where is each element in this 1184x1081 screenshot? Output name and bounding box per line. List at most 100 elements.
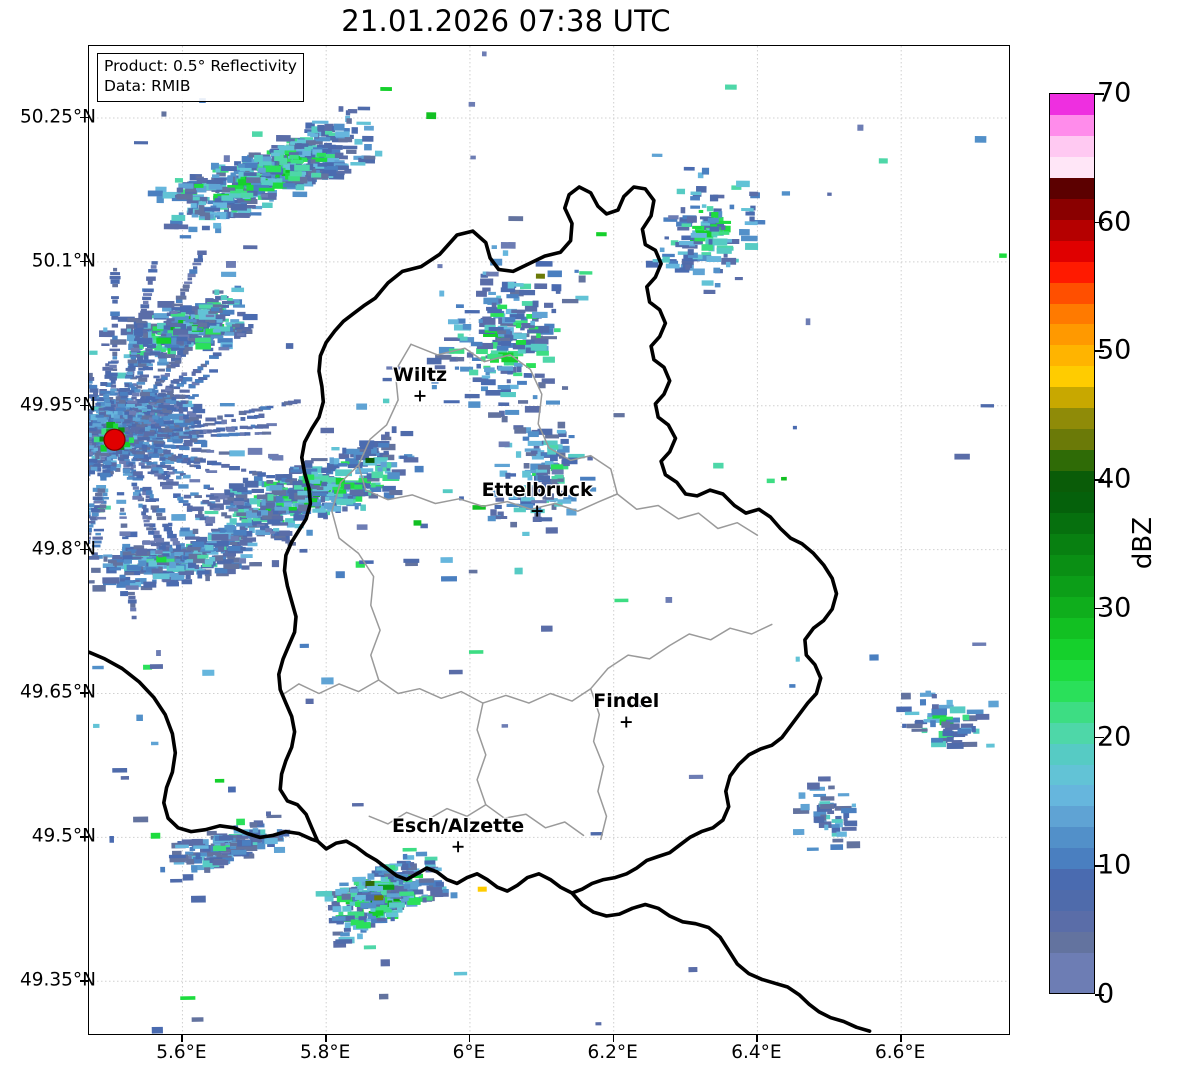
radar-map-plot[interactable]: Wiltz Ettelbruck Findel Esch/Alzette Produc… xyxy=(88,45,1010,1035)
y-tick-mark xyxy=(80,404,88,407)
city-marker xyxy=(620,716,632,728)
colorbar-band xyxy=(1050,680,1094,702)
city-label-wiltz: Wiltz xyxy=(393,364,447,386)
x-tick-label: 6°E xyxy=(452,1042,486,1063)
x-tick-mark xyxy=(325,1034,327,1042)
y-tick-mark xyxy=(80,836,88,838)
colorbar-band xyxy=(1050,575,1094,597)
x-tick-mark xyxy=(181,1034,183,1042)
y-tick-label: 49.65°N xyxy=(19,681,96,703)
colorbar-band xyxy=(1050,617,1094,639)
colorbar-band xyxy=(1050,932,1094,954)
y-tick-label: 50.1°N xyxy=(31,250,96,272)
city-label-ettelbruck: Ettelbruck xyxy=(482,479,593,501)
y-tick-mark xyxy=(80,980,88,982)
colorbar-band xyxy=(1050,198,1094,220)
radar-echo-layer xyxy=(89,51,1007,1034)
colorbar-tick-mark xyxy=(1095,865,1104,867)
colorbar-tick-mark xyxy=(1095,221,1104,224)
product-label: Product: 0.5° Reflectivity xyxy=(104,57,297,75)
internal-border xyxy=(482,623,773,704)
colorbar-band xyxy=(1050,743,1094,765)
colorbar-band xyxy=(1050,429,1094,451)
y-tick-mark xyxy=(80,548,88,551)
colorbar-band xyxy=(1050,324,1094,346)
y-tick-label: 49.35°N xyxy=(19,969,96,991)
city-layer: Wiltz Ettelbruck Findel Esch/Alzette xyxy=(391,363,661,853)
colorbar-band xyxy=(1050,701,1094,723)
city-label-findel: Findel xyxy=(593,690,659,712)
y-tick-label: 49.95°N xyxy=(19,394,96,416)
colorbar-band xyxy=(1050,827,1094,849)
colorbar-band xyxy=(1050,911,1094,933)
x-tick-label: 6.4°E xyxy=(731,1042,782,1063)
city-marker xyxy=(531,505,543,517)
colorbar-band xyxy=(1050,261,1094,283)
colorbar-band xyxy=(1050,513,1094,535)
x-tick-label: 6.2°E xyxy=(587,1042,638,1063)
y-tick-label: 49.8°N xyxy=(31,538,96,560)
colorbar-tick-mark xyxy=(1095,479,1104,481)
radar-site-marker xyxy=(103,428,126,451)
y-tick-label: 49.5°N xyxy=(31,825,96,847)
x-tick-mark xyxy=(900,1034,902,1042)
internal-border xyxy=(331,464,484,704)
internal-border xyxy=(476,702,585,837)
colorbar-band xyxy=(1050,471,1094,493)
city-marker xyxy=(414,390,426,402)
colorbar-band xyxy=(1050,492,1094,514)
luxembourg-border xyxy=(277,185,839,895)
internal-border xyxy=(589,687,608,841)
product-info-box: Product: 0.5° Reflectivity Data: RMIB xyxy=(97,53,304,102)
colorbar-band xyxy=(1050,638,1094,660)
y-tick-mark xyxy=(80,116,88,119)
internal-border xyxy=(280,679,380,697)
x-tick-mark xyxy=(468,1034,471,1042)
city-marker xyxy=(452,841,464,853)
colorbar-band xyxy=(1050,177,1094,199)
colorbar-tick-mark xyxy=(1095,994,1104,996)
colorbar-band xyxy=(1050,366,1094,388)
internal-border xyxy=(410,343,619,495)
colorbar-tick-mark xyxy=(1095,736,1104,739)
colorbar-band xyxy=(1050,387,1094,409)
internal-border xyxy=(616,493,759,536)
colorbar-band xyxy=(1050,764,1094,786)
national-borders xyxy=(89,185,872,1033)
colorbar-tick-mark xyxy=(1095,350,1104,353)
colorbar-tick-label: 0 xyxy=(1097,978,1115,1010)
internal-boundaries xyxy=(280,343,773,841)
colorbar[interactable] xyxy=(1049,93,1095,994)
colorbar-band xyxy=(1050,848,1094,870)
colorbar-tick-mark xyxy=(1095,93,1104,95)
colorbar-band xyxy=(1050,282,1094,304)
colorbar-band xyxy=(1050,596,1094,618)
colorbar-band xyxy=(1050,450,1094,472)
colorbar-band xyxy=(1050,534,1094,555)
internal-border xyxy=(368,803,487,825)
colorbar-band xyxy=(1050,554,1094,576)
colorbar-band xyxy=(1050,156,1094,178)
germany-france-border xyxy=(570,891,872,1033)
colorbar-band xyxy=(1050,240,1094,262)
y-tick-label: 50.25°N xyxy=(19,106,96,128)
city-label-esch-alzette: Esch/Alzette xyxy=(392,815,524,837)
y-tick-mark xyxy=(80,692,88,694)
colorbar-band xyxy=(1050,303,1094,325)
colorbar-band xyxy=(1050,408,1094,430)
colorbar-band xyxy=(1050,869,1094,891)
x-tick-mark xyxy=(612,1034,615,1042)
colorbar-band xyxy=(1050,114,1094,136)
colorbar-band xyxy=(1050,135,1094,157)
page-title: 21.01.2026 07:38 UTC xyxy=(341,4,671,38)
colorbar-band xyxy=(1050,785,1094,807)
x-tick-label: 5.6°E xyxy=(156,1042,207,1063)
data-source-label: Data: RMIB xyxy=(104,76,191,95)
colorbar-band xyxy=(1050,345,1094,367)
colorbar-band xyxy=(1050,890,1094,912)
map-canvas: Wiltz Ettelbruck Findel Esch/Alzette xyxy=(89,46,1009,1034)
colorbar-band xyxy=(1050,659,1094,681)
colorbar-band xyxy=(1050,953,1094,975)
colorbar-tick-mark xyxy=(1095,607,1104,610)
